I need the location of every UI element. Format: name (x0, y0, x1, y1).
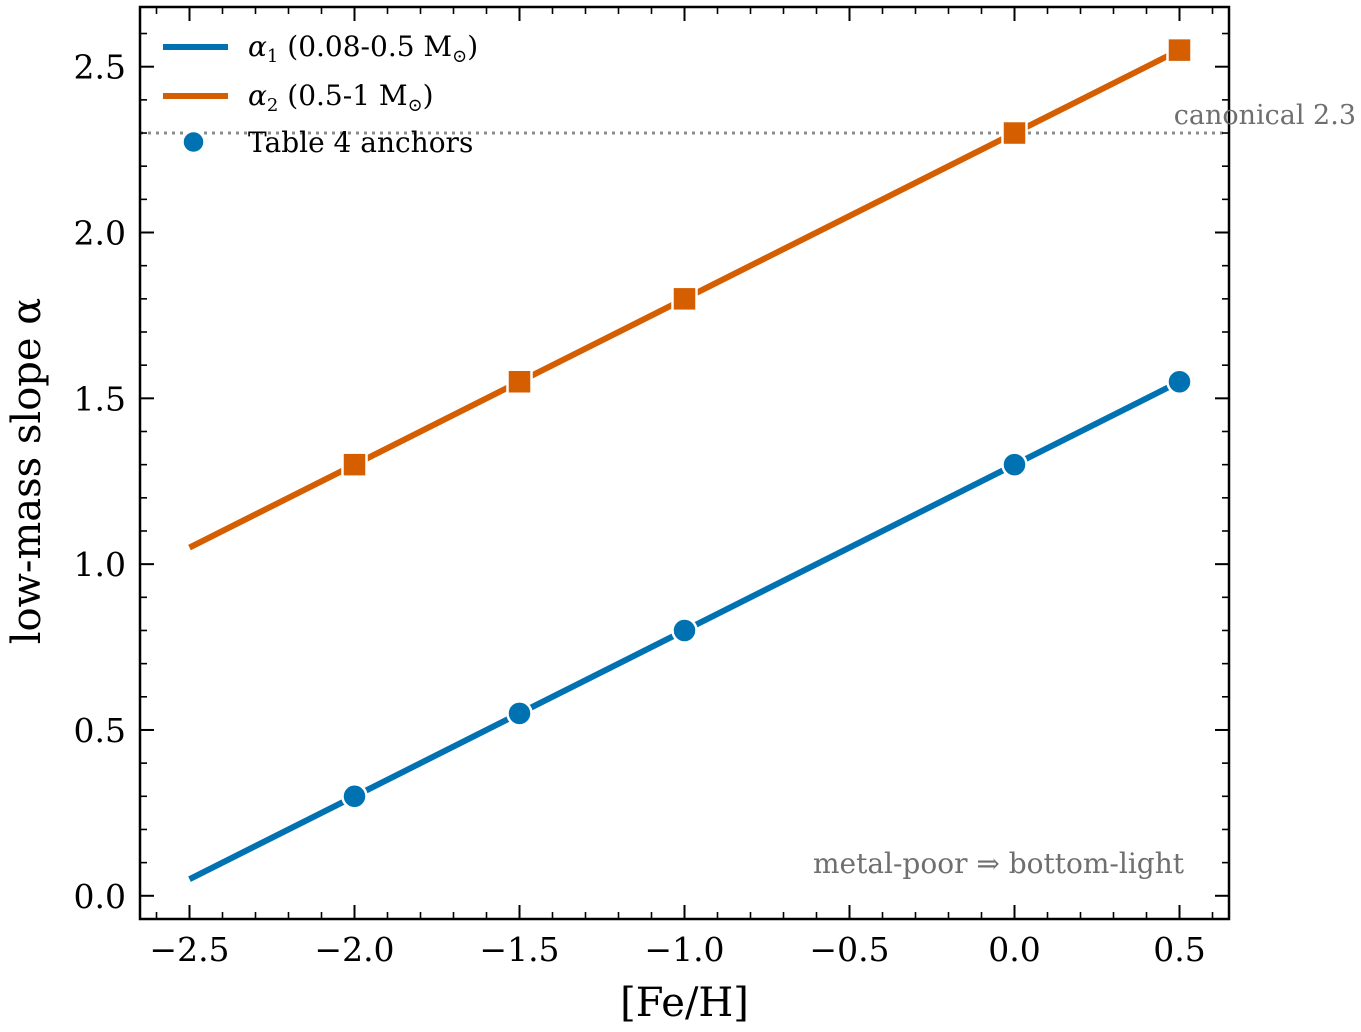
series-2-marker (1166, 36, 1193, 64)
y-axis-label: low-mass slope α (4, 298, 50, 645)
legend-label-1: α1 (0.08-0.5 M⊙) (248, 30, 478, 67)
series-layer (188, 36, 1193, 882)
legend: α1 (0.08-0.5 M⊙) α2 (0.5-1 M⊙) Table 4 anc… (163, 30, 478, 159)
y-tick-label: 2.0 (74, 214, 126, 253)
series-1-marker (506, 700, 533, 727)
x-tick-label: 0.0 (988, 930, 1040, 969)
annotation-metal-poor: metal-poor ⇒ bottom-light (813, 847, 1185, 880)
x-tick-label: −2.0 (314, 930, 394, 969)
x-tick-label: −0.5 (809, 930, 889, 969)
series-1-marker (671, 617, 698, 644)
legend-marker-anchors (181, 129, 206, 155)
legend-label-anchors: Table 4 anchors (248, 126, 473, 159)
series-2-marker (341, 451, 368, 478)
series-2-marker (671, 285, 698, 313)
series-1-marker (341, 783, 368, 810)
y-tick-label: 2.5 (74, 48, 126, 87)
y-tick-label: 0.0 (74, 877, 126, 916)
x-tick-label: 0.5 (1153, 930, 1205, 969)
legend-label-2: α2 (0.5-1 M⊙) (248, 79, 434, 116)
x-tick-label: −1.5 (479, 930, 559, 969)
reference-line-label: canonical 2.3 (1174, 100, 1356, 131)
y-tick-label: 0.5 (74, 711, 126, 750)
y-tick-label: 1.0 (74, 545, 126, 584)
axes-layer: −2.5 −2.0 −1.5 −1.0 −0.5 0.0 0.5 0.0 0.5 1.0 1.5 2.… (74, 5, 1231, 969)
series-2-marker (506, 368, 533, 395)
y-tick-label: 1.5 (74, 379, 126, 418)
series-2-marker (1001, 119, 1028, 147)
series-1-marker (1166, 368, 1193, 395)
series-1-marker (1001, 451, 1028, 478)
x-axis-label: [Fe/H] (620, 980, 749, 1026)
x-tick-label: −2.5 (149, 930, 229, 969)
x-tick-label: −1.0 (644, 930, 724, 969)
